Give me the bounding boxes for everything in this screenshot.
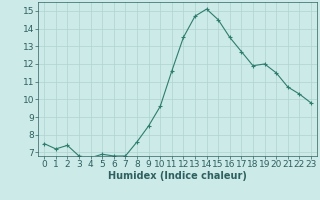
X-axis label: Humidex (Indice chaleur): Humidex (Indice chaleur) (108, 171, 247, 181)
